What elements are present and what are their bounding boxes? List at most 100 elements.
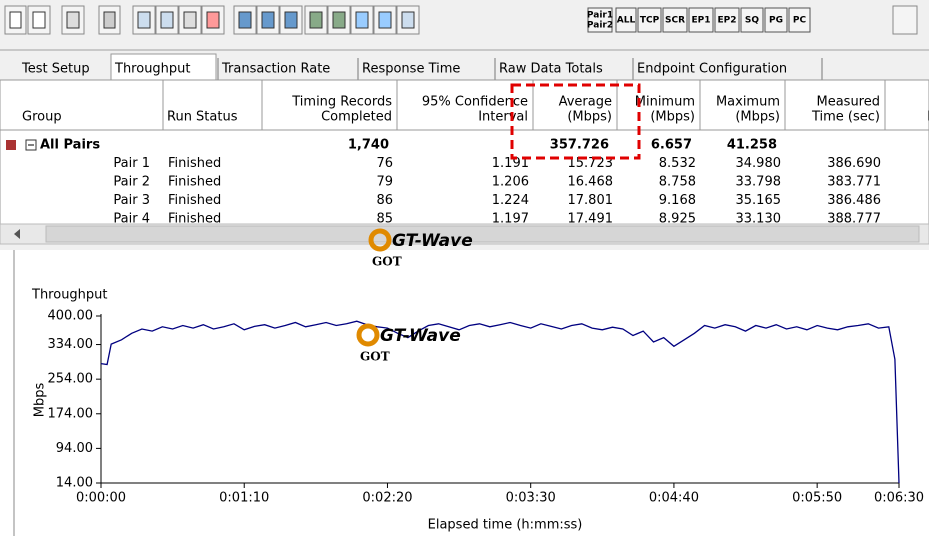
cell: 383.771	[827, 175, 881, 190]
y-tick-label: 334.00	[48, 337, 94, 352]
x-tick-label: 0:04:40	[649, 491, 699, 506]
tab[interactable]: Endpoint Configuration	[637, 62, 787, 77]
column-header: (Mbps)	[650, 110, 695, 125]
group-icon	[6, 140, 16, 150]
y-tick-label: 94.00	[56, 441, 93, 456]
column-header: Prec	[927, 110, 929, 125]
cell: 9.168	[659, 193, 696, 208]
cell: 33.798	[736, 175, 782, 190]
button-label: PG	[769, 16, 783, 26]
button-icon	[66, 11, 80, 29]
watermark-logo	[356, 323, 380, 347]
y-tick-label: 400.00	[48, 309, 94, 324]
x-tick-label: 0:03:30	[506, 491, 556, 506]
button-label: PC	[793, 16, 807, 26]
cell: Pair 4	[113, 212, 150, 227]
toolbar-button[interactable]	[788, 7, 811, 33]
cell: 8.758	[659, 175, 696, 190]
button-label: ALL	[617, 16, 636, 26]
watermark-sub: GOT	[372, 255, 402, 269]
toolbar-button[interactable]	[688, 7, 714, 33]
chart-panel	[14, 250, 929, 536]
x-tick-label: 0:02:20	[362, 491, 412, 506]
y-tick-label: 254.00	[48, 372, 94, 387]
x-tick-label: 0:00:00	[76, 491, 126, 506]
cell: 8.532	[659, 156, 696, 171]
tab[interactable]: Throughput	[114, 62, 191, 77]
cell: 8.925	[659, 212, 696, 227]
cell: 357.726	[550, 138, 609, 153]
button-label: TCP	[640, 16, 660, 26]
button-icon	[9, 11, 22, 29]
cell: 76	[376, 156, 393, 171]
button-icon	[160, 11, 174, 29]
column-header: Time (sec)	[811, 110, 880, 125]
cell: 33.130	[736, 212, 782, 227]
cell: 17.801	[568, 193, 614, 208]
scroll-thumb[interactable]	[45, 225, 920, 243]
x-tick-label: 0:05:50	[792, 491, 842, 506]
toolbar-button[interactable]	[587, 7, 613, 33]
tab[interactable]: Response Time	[362, 62, 460, 77]
button-icon	[309, 11, 323, 29]
cell: 85	[376, 212, 393, 227]
button-icon	[284, 11, 298, 29]
button-icon	[137, 11, 151, 29]
cell: Finished	[168, 175, 221, 190]
button-icon	[103, 11, 116, 29]
button-icon	[355, 11, 369, 29]
tab[interactable]: Test Setup	[21, 62, 90, 77]
toolbar-button[interactable]	[637, 7, 662, 33]
button-icon	[378, 11, 392, 29]
watermark: GT-Wave	[380, 326, 461, 346]
column-header: Run Status	[167, 110, 238, 125]
cell: Finished	[168, 156, 221, 171]
cell: 79	[376, 175, 393, 190]
tab[interactable]: Transaction Rate	[221, 62, 330, 77]
cell: 386.690	[827, 156, 881, 171]
x-tick-label: 0:01:10	[219, 491, 269, 506]
cell: 17.491	[568, 212, 614, 227]
button-label: EP1	[691, 16, 710, 26]
toolbar-button[interactable]	[662, 7, 688, 33]
chart: Throughput Mbps Elapsed time (h:mm:ss) 14.0…	[31, 288, 924, 533]
cell: 1,740	[348, 138, 389, 153]
button-icon	[238, 11, 252, 29]
cell: All Pairs	[40, 138, 100, 153]
column-header: (Mbps)	[735, 110, 780, 125]
cell: Finished	[168, 212, 221, 227]
column-header: Maximum	[716, 95, 780, 110]
toolbar-button[interactable]	[615, 7, 637, 33]
y-tick-label: 14.00	[56, 476, 93, 491]
button-icon	[32, 11, 46, 29]
cell: Pair 1	[113, 156, 150, 171]
toolbar-button[interactable]	[714, 7, 740, 33]
tab[interactable]: Raw Data Totals	[499, 62, 603, 77]
cell: 41.258	[727, 138, 777, 153]
watermark-logo	[368, 228, 392, 252]
cell: 16.468	[568, 175, 614, 190]
cell: 35.165	[736, 193, 782, 208]
table-body: All Pairs 1,740 357.726 6.657 41.258 Pair 1 Fi…	[6, 138, 881, 227]
column-header: (Mbps)	[567, 110, 612, 125]
series-line	[100, 320, 900, 484]
button-icon	[206, 11, 220, 29]
cell: Pair 3	[113, 193, 150, 208]
cell: 1.191	[492, 156, 529, 171]
cell: 388.777	[827, 212, 881, 227]
cell: 1.197	[492, 212, 529, 227]
column-header: Minimum	[635, 95, 695, 110]
watermark-sub: GOT	[360, 350, 390, 364]
scroll-left[interactable]	[14, 229, 20, 239]
x-axis-label: Elapsed time (h:mm:ss)	[428, 518, 583, 533]
toolbar-button[interactable]	[892, 5, 918, 35]
column-header: 95% Confidence	[422, 95, 528, 110]
cell: Pair 2	[113, 175, 150, 190]
toolbar-button[interactable]	[740, 7, 764, 33]
button-icon	[332, 11, 346, 29]
x-tick-label: 0:06:30	[874, 491, 924, 506]
column-header: Timing Records	[291, 95, 392, 110]
toolbar-button[interactable]	[764, 7, 788, 33]
cell: 15.723	[568, 156, 614, 171]
